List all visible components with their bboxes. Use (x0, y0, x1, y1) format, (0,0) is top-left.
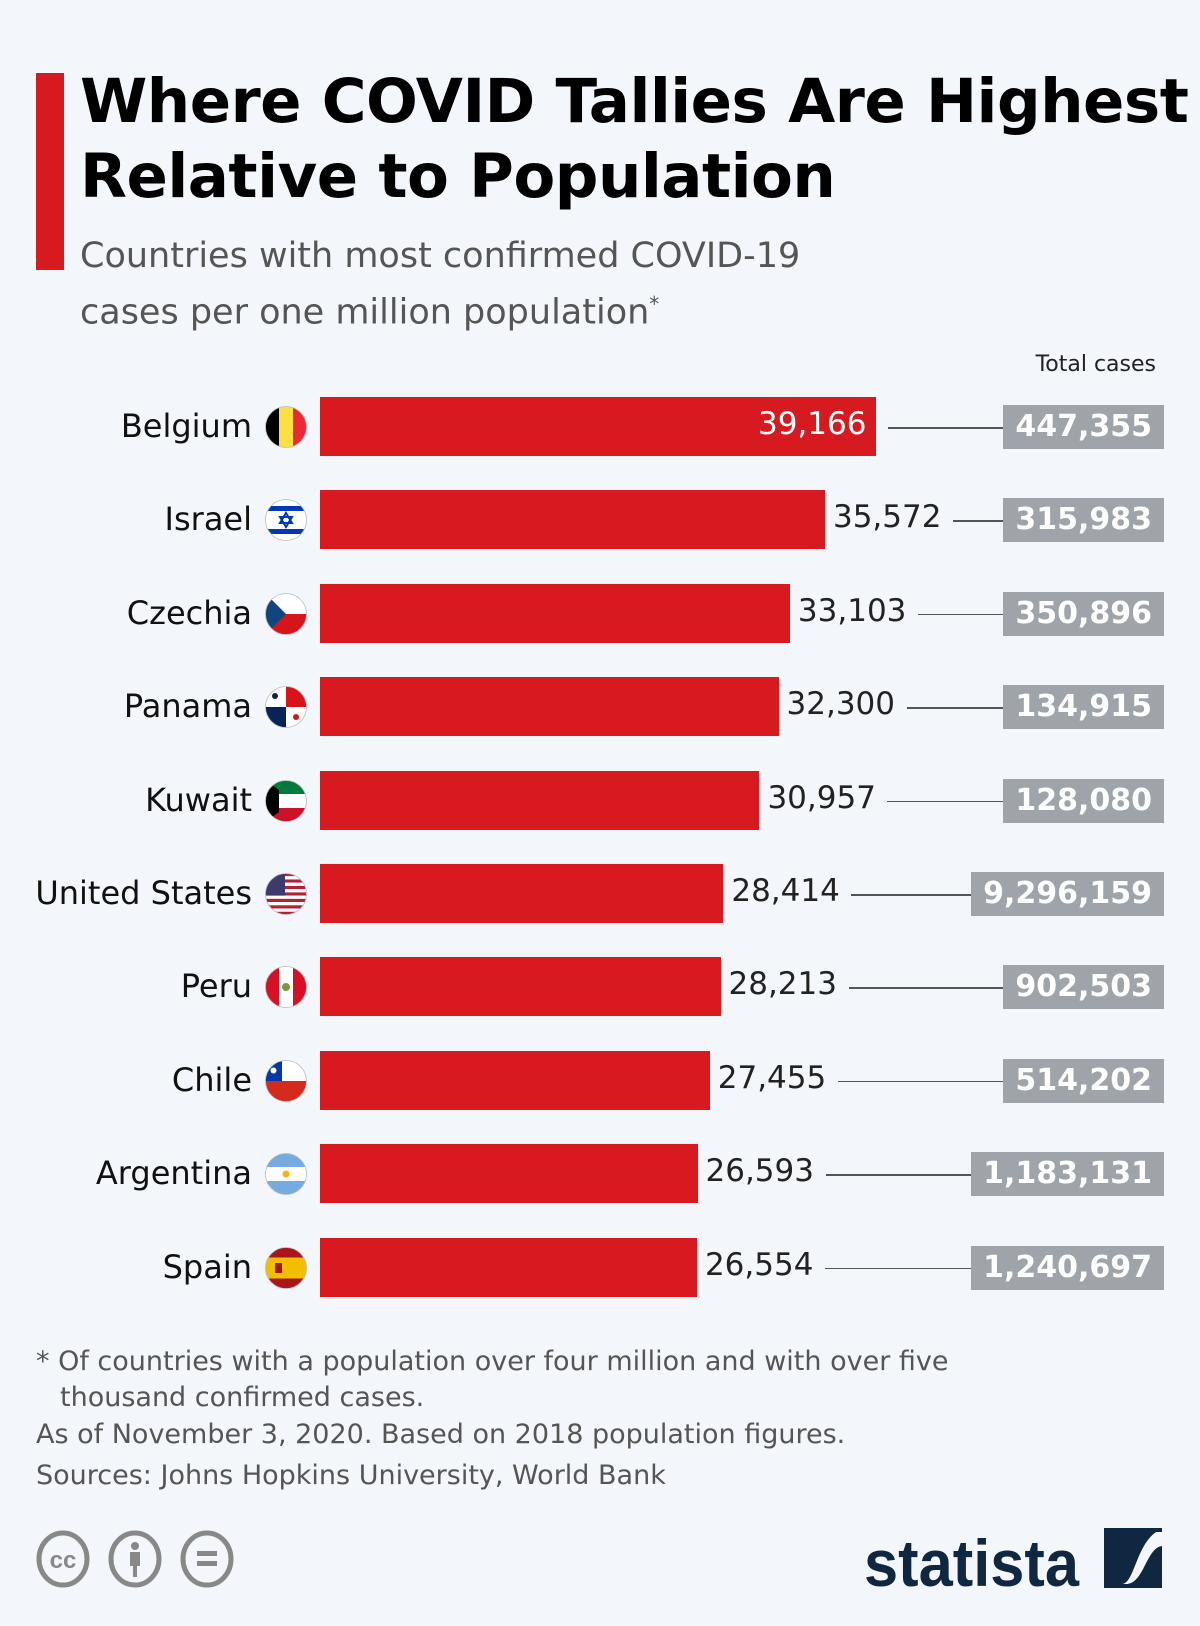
connector-line (824, 1267, 971, 1270)
country-label: Argentina (95, 1154, 252, 1193)
country-label: Czechia (126, 593, 252, 632)
subtitle-text: Countries with most confirmed COVID-19 c… (80, 236, 801, 333)
bar-row: Chile 27,455 514,202 (0, 1050, 1200, 1111)
flag-pe-icon (265, 966, 307, 1009)
total-cases-label: 1,240,697 (971, 1245, 1164, 1290)
connector-line (825, 1174, 971, 1176)
total-cases-label: 350,896 (1003, 591, 1164, 636)
bar-row: Spain 26,554 1,240,697 (0, 1237, 1200, 1298)
total-cases-label: 128,080 (1003, 778, 1164, 823)
bar-row: Kuwait 30,957 128,080 (0, 770, 1200, 831)
value-label: 28,414 (731, 873, 840, 909)
footnote-marker: * (649, 292, 660, 316)
bar (320, 1050, 710, 1110)
total-cases-label: 1,183,131 (971, 1152, 1164, 1197)
svg-text:cc: cc (50, 1547, 77, 1574)
connector-line (887, 800, 1003, 803)
country-label: United States (35, 874, 252, 912)
as-of-note: As of November 3, 2020. Based on 2018 po… (36, 1419, 846, 1450)
bar-row: Panama 32,300 134,915 (0, 677, 1200, 737)
flag-es-icon (265, 1246, 307, 1289)
value-label: 27,455 (717, 1059, 827, 1096)
value-label: 33,103 (797, 592, 907, 629)
flag-pa-icon (265, 686, 307, 729)
bar (320, 1237, 697, 1297)
value-label: 26,593 (705, 1153, 814, 1190)
country-label: Panama (123, 687, 252, 726)
cc-icon: cc (36, 1530, 90, 1588)
flag-be-icon (265, 406, 307, 448)
connector-line (848, 987, 1003, 989)
bar (320, 957, 721, 1017)
connector-line (851, 894, 971, 896)
bar (320, 490, 825, 550)
total-cases-label: 315,983 (1003, 498, 1164, 543)
total-cases-label: 514,202 (1003, 1058, 1164, 1103)
flag-ar-icon (265, 1153, 307, 1196)
connector-line (952, 520, 1003, 522)
flag-cz-icon (265, 592, 307, 635)
title-accent-bar (36, 73, 64, 270)
bar-row: Peru 28,213 902,503 (0, 957, 1200, 1017)
bar (320, 1144, 698, 1204)
flag-cl-icon (265, 1059, 307, 1102)
total-cases-label: 902,503 (1003, 965, 1164, 1010)
value-label: 26,554 (704, 1246, 814, 1283)
country-label: Chile (171, 1060, 252, 1099)
connector-line (888, 427, 1003, 429)
footnote-line-1: * Of countries with a population over fo… (36, 1346, 949, 1377)
bar (320, 770, 760, 830)
value-label: 30,957 (767, 779, 876, 816)
bar-row: Czechia 33,103 350,896 (0, 583, 1200, 644)
bar (320, 583, 790, 643)
svg-text:statista: statista (864, 1526, 1080, 1592)
value-label: 35,572 (832, 499, 942, 536)
connector-line (917, 613, 1003, 616)
country-label: Spain (162, 1247, 252, 1286)
bar-row: United States 28,414 9,296,159 (0, 864, 1200, 924)
nd-icon (180, 1530, 234, 1588)
chart-subtitle: Countries with most confirmed COVID-19 c… (80, 232, 880, 337)
chart-title: Where COVID Tallies Are Highest Relative… (80, 66, 1189, 212)
country-label: Israel (164, 500, 252, 539)
value-label: 32,300 (786, 686, 895, 723)
bar-row: Israel 35,572 315,983 (0, 490, 1200, 550)
country-label: Peru (180, 967, 252, 1006)
bar (320, 864, 724, 923)
country-label: Kuwait (145, 780, 252, 819)
by-icon (108, 1530, 162, 1588)
footnote-line-2: thousand confirmed cases. (60, 1382, 425, 1413)
value-label: 39,166 (758, 406, 867, 442)
bar-row: Belgium 39,166 447,355 (0, 397, 1200, 457)
flag-kw-icon (265, 779, 307, 822)
flag-us-icon (265, 873, 307, 915)
bar (320, 397, 876, 456)
connector-line (906, 707, 1003, 709)
total-cases-label: 9,296,159 (971, 872, 1164, 916)
total-cases-label: 447,355 (1003, 405, 1164, 449)
country-label: Belgium (120, 407, 252, 445)
value-label: 28,213 (728, 966, 837, 1003)
sources-note: Sources: Johns Hopkins University, World… (36, 1460, 666, 1491)
flag-il-icon (265, 499, 307, 542)
total-cases-header: Total cases (1035, 352, 1156, 377)
bar (320, 677, 779, 737)
connector-line (837, 1080, 1003, 1083)
statista-logo: statista (864, 1526, 1162, 1592)
bar-row: Argentina 26,593 1,183,131 (0, 1144, 1200, 1204)
total-cases-label: 134,915 (1003, 685, 1164, 730)
